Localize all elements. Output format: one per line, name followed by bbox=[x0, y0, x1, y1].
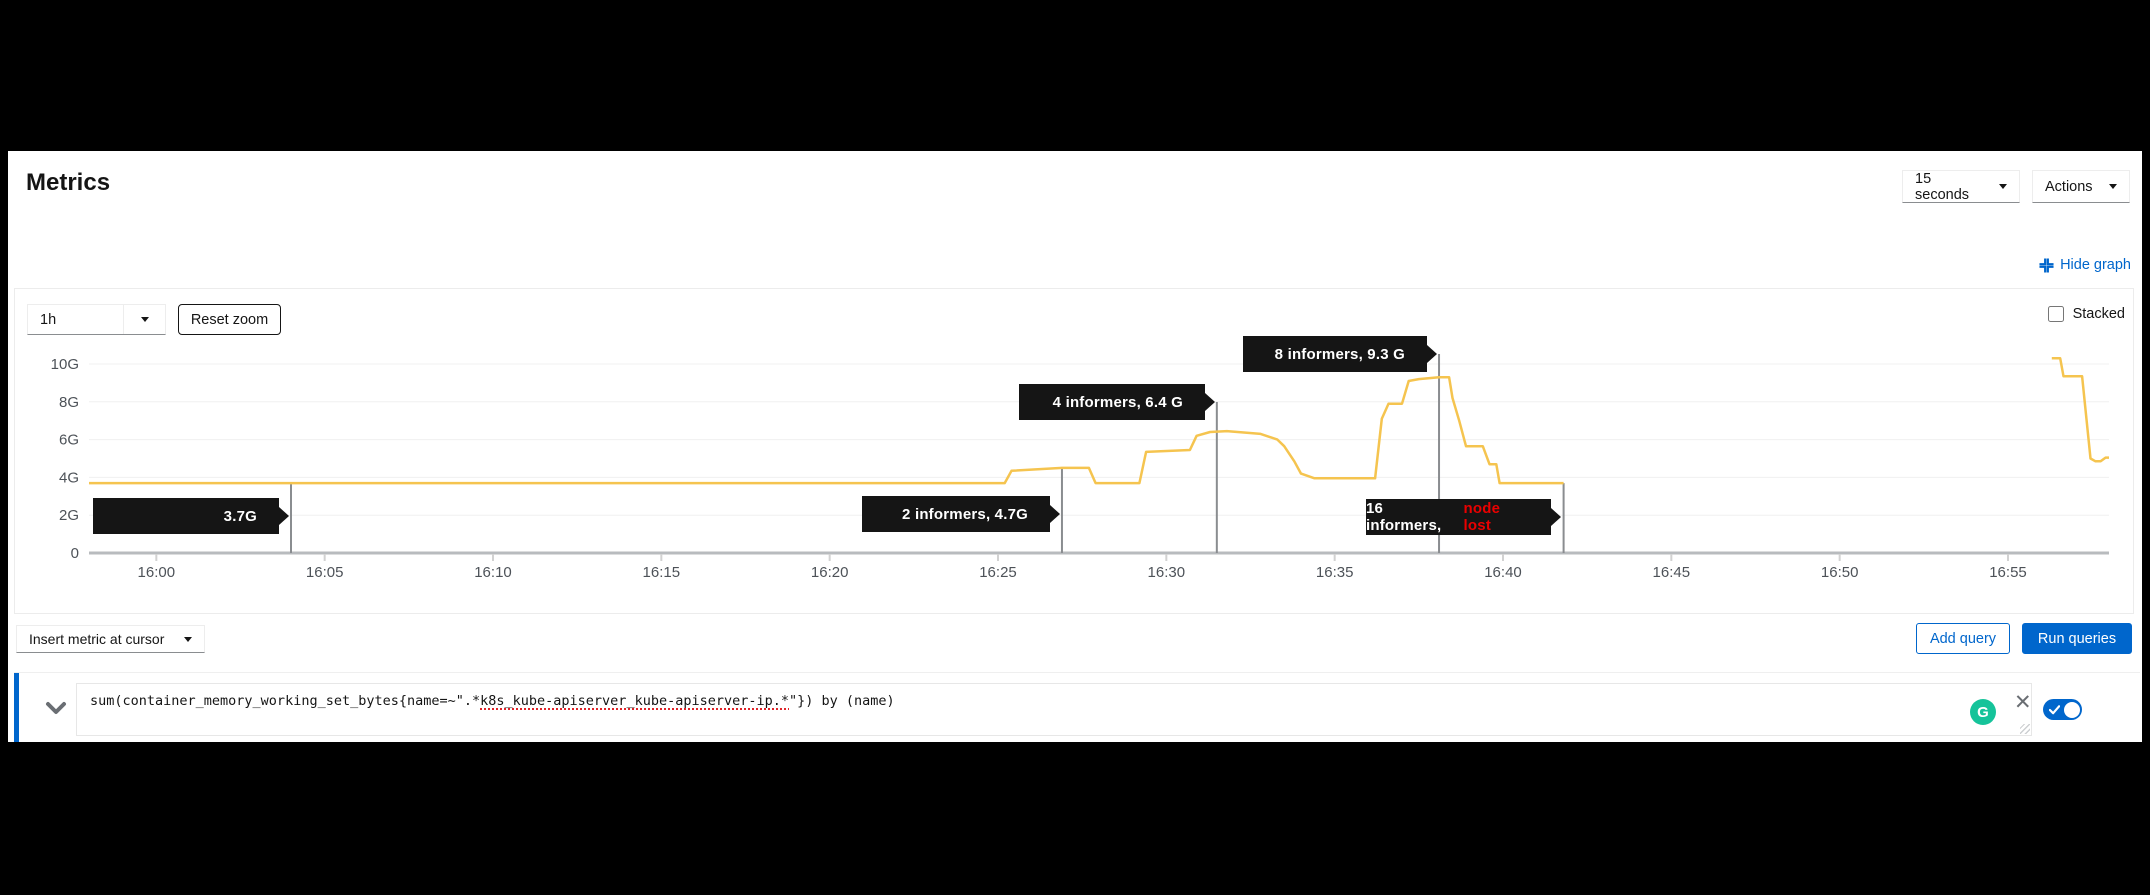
x-axis-tick-label: 16:35 bbox=[1316, 564, 1354, 581]
chart-area: 0 2G 4G 6G 8G 10G 16:00 16:05 16:10 16:15 16:20 16:… bbox=[15, 336, 2135, 615]
chevron-down-icon bbox=[46, 701, 66, 714]
grammarly-icon[interactable]: G bbox=[1970, 699, 1996, 725]
duration-dropdown[interactable]: 1h bbox=[27, 304, 166, 335]
actions-dropdown[interactable]: Actions bbox=[2032, 170, 2130, 203]
query-enabled-toggle[interactable] bbox=[2043, 699, 2082, 720]
series-line bbox=[2051, 357, 2109, 463]
query-row: sum(container_memory_working_set_bytes{n… bbox=[14, 672, 2140, 742]
chart-annotation-tooltip: 2 informers, 4.7G bbox=[862, 496, 1050, 532]
query-expr-text: "}) by (name) bbox=[789, 693, 895, 709]
x-axis-tick-label: 16:15 bbox=[643, 564, 681, 581]
chevron-down-icon bbox=[123, 305, 165, 334]
poll-interval-value: 15 seconds bbox=[1915, 170, 1970, 203]
query-expanded-accent bbox=[14, 673, 19, 742]
add-query-button[interactable]: Add query bbox=[1916, 623, 2010, 654]
chart-annotation-tooltip: 16 informers, node lost bbox=[1366, 499, 1551, 535]
collapse-query-button[interactable] bbox=[40, 695, 72, 723]
page-title: Metrics bbox=[26, 169, 111, 196]
x-axis-tick-label: 16:05 bbox=[306, 564, 344, 581]
metrics-chart[interactable]: 0 2G 4G 6G 8G 10G 16:00 16:05 16:10 16:15 16:20 16:… bbox=[15, 339, 2135, 615]
query-expr-flagged-text: k8s_kube-apiserver_kube-apiserver-ip.* bbox=[480, 693, 789, 709]
run-queries-button[interactable]: Run queries bbox=[2022, 623, 2132, 654]
hide-graph-label: Hide graph bbox=[2060, 257, 2131, 273]
stacked-checkbox-wrap: Stacked bbox=[2047, 306, 2125, 322]
x-axis-tick-label: 16:00 bbox=[138, 564, 176, 581]
insert-metric-label: Insert metric at cursor bbox=[29, 631, 165, 647]
toggle-knob bbox=[2063, 701, 2080, 718]
chevron-down-icon bbox=[1999, 184, 2007, 189]
chevron-down-icon bbox=[2109, 184, 2117, 189]
reset-zoom-button[interactable]: Reset zoom bbox=[178, 304, 281, 335]
chart-annotation-tooltip: 3.7G bbox=[93, 498, 279, 534]
x-axis-tick-label: 16:30 bbox=[1148, 564, 1186, 581]
insert-metric-dropdown[interactable]: Insert metric at cursor bbox=[16, 625, 205, 653]
actions-label: Actions bbox=[2045, 178, 2093, 195]
chevron-down-icon bbox=[184, 636, 192, 642]
close-icon[interactable]: ✕ bbox=[2014, 691, 2032, 714]
y-axis-tick-label: 8G bbox=[59, 394, 79, 411]
chart-annotation-tooltip: 4 informers, 6.4 G bbox=[1019, 384, 1205, 420]
x-axis-tick-label: 16:45 bbox=[1653, 564, 1691, 581]
chart-annotation-tooltip: 8 informers, 9.3 G bbox=[1243, 336, 1427, 372]
hide-graph-link[interactable]: Hide graph bbox=[2039, 257, 2131, 273]
x-axis-tick-label: 16:55 bbox=[1989, 564, 2027, 581]
query-expression-input[interactable]: sum(container_memory_working_set_bytes{n… bbox=[76, 683, 2032, 736]
y-axis-tick-label: 6G bbox=[59, 432, 79, 449]
y-axis-tick-label: 0 bbox=[71, 545, 79, 562]
poll-interval-dropdown[interactable]: 15 seconds bbox=[1902, 170, 2020, 203]
graph-card: 1h Reset zoom Stacked 0 2G 4G 6G 8G 10G 16:00 1… bbox=[14, 288, 2134, 614]
y-axis-tick-label: 10G bbox=[51, 356, 79, 373]
textarea-resize-grip[interactable] bbox=[2020, 724, 2030, 734]
duration-value: 1h bbox=[40, 311, 57, 328]
x-axis-tick-label: 16:40 bbox=[1484, 564, 1522, 581]
stacked-checkbox[interactable] bbox=[2047, 306, 2064, 322]
stacked-label: Stacked bbox=[2072, 306, 2125, 322]
x-axis-tick-label: 16:50 bbox=[1821, 564, 1859, 581]
check-icon bbox=[2049, 704, 2060, 714]
metrics-page: Metrics 15 seconds Actions Hide graph 1h… bbox=[8, 151, 2142, 742]
y-axis-tick-label: 4G bbox=[59, 469, 79, 486]
x-axis-tick-label: 16:10 bbox=[474, 564, 512, 581]
query-expr-text: sum(container_memory_working_set_bytes{n… bbox=[90, 693, 481, 709]
x-axis-tick-label: 16:25 bbox=[979, 564, 1017, 581]
series-line bbox=[89, 375, 1564, 485]
x-axis-tick-label: 16:20 bbox=[811, 564, 849, 581]
y-axis-tick-label: 2G bbox=[59, 507, 79, 524]
compress-icon bbox=[2039, 257, 2054, 273]
kebab-menu-icon[interactable] bbox=[2104, 691, 2126, 727]
